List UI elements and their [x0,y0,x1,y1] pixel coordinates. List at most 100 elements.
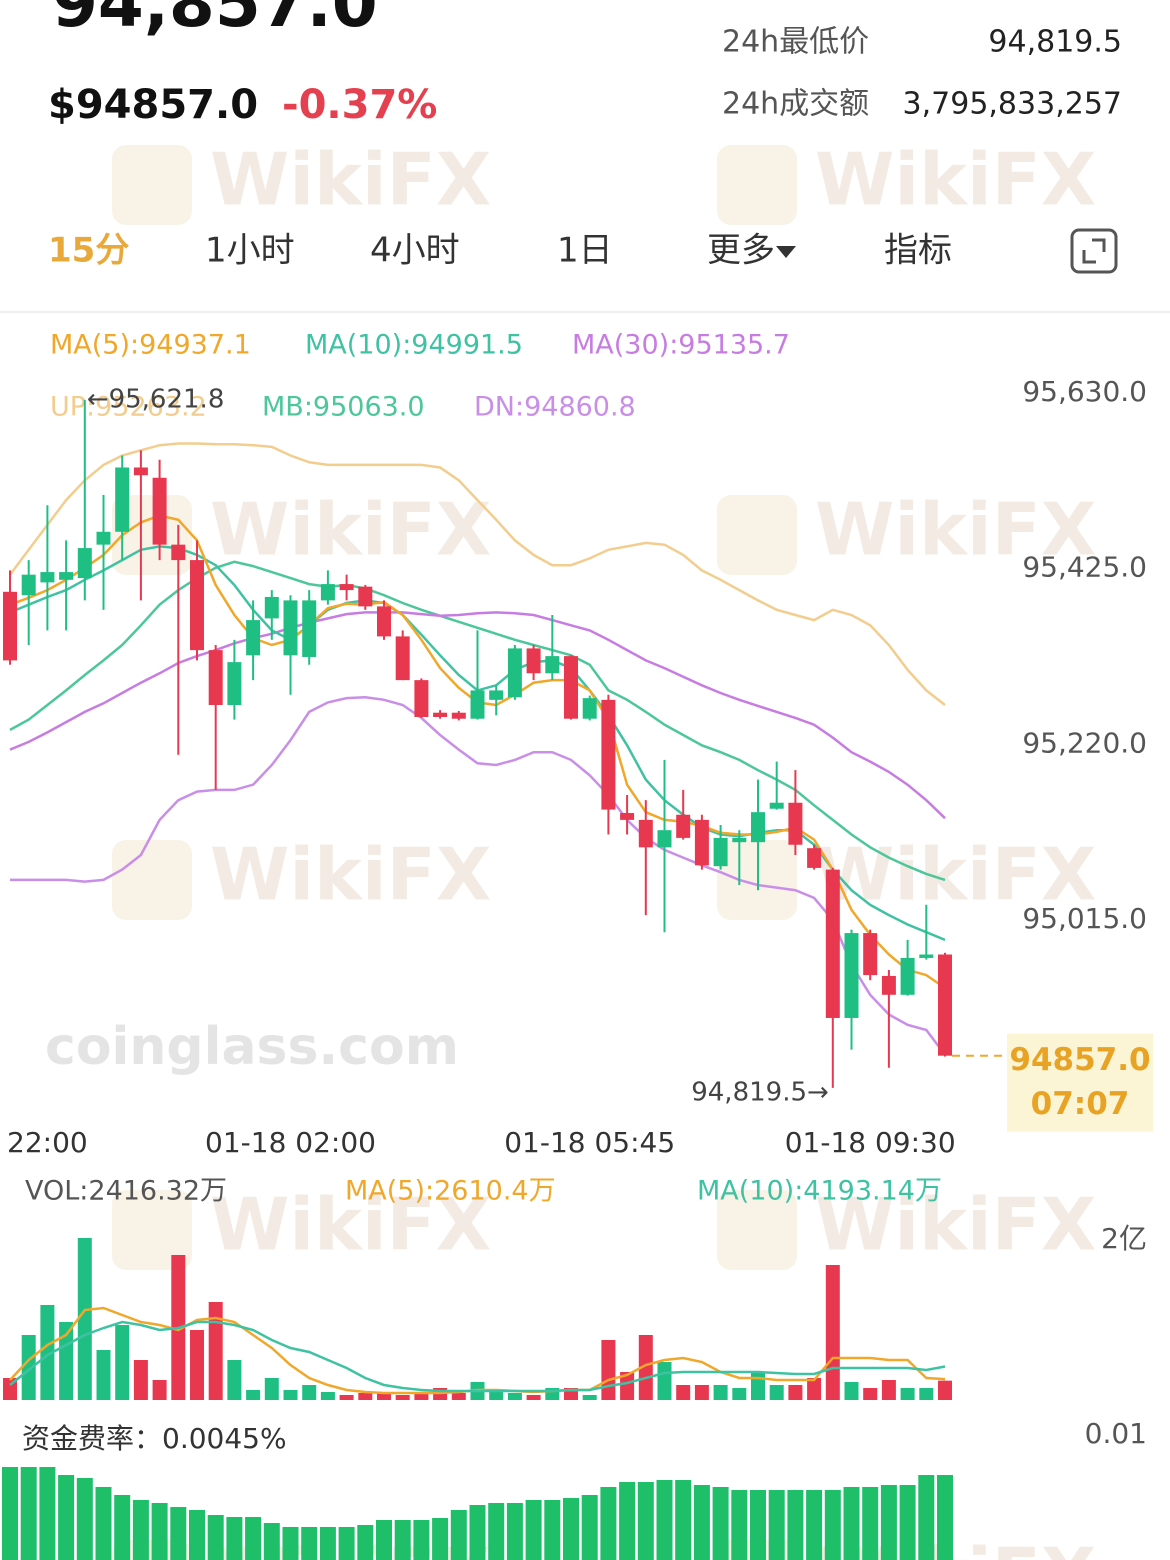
funding-bar [226,1517,243,1560]
volume-ma-line [9,1306,946,1395]
funding-bar [450,1510,467,1560]
candle-body [788,802,803,845]
volume-bar [59,1322,74,1400]
volume-bar [414,1392,429,1400]
candle-body [545,656,560,674]
legend-entry: MA(10):94991.5 [305,330,523,361]
candle-body [395,636,410,681]
plot: 95,630.0 95,425.0 95,220.0 95,015.0 MA(5):94… [2,330,1153,1560]
funding-bar [319,1527,336,1560]
dropdown-caret [776,246,796,258]
price-tag-countdown: 07:07 [1031,1086,1130,1122]
watermark: WikiFX [815,833,1096,917]
candle-body [769,802,784,809]
legend-entry: MA(5):94937.1 [50,330,251,361]
pane-title: 资金费率：0.0045% [22,1422,287,1455]
watermark-logo [112,145,192,225]
volume-bar [208,1302,223,1400]
funding-bar [394,1520,411,1560]
funding-bar [20,1467,37,1560]
candle-body [564,656,578,719]
watermark: WikiFX [210,1183,491,1267]
watermark-logo [717,495,797,575]
funding-bar [824,1490,841,1560]
funding-bar [488,1503,505,1560]
funding-bar [39,1467,56,1560]
indicator-line [10,696,946,1056]
candle-body [227,662,242,705]
candle-body [863,933,878,976]
legend-entry: MA(5):2610.4万 [345,1176,556,1207]
funding-bar [413,1520,430,1560]
stat-value: 94,819.5 [988,25,1122,60]
volume-bar [863,1388,878,1400]
candle-body [171,544,186,561]
funding-bar [95,1487,112,1560]
watermark: WikiFX [815,138,1096,222]
volume-bar [283,1390,298,1400]
fullscreen-button[interactable] [1070,228,1118,274]
funding-bar [899,1485,916,1560]
candle-body [526,648,541,674]
watermark-logo [717,1190,797,1270]
candle-body [470,690,485,719]
volume-bar [489,1392,504,1400]
candle-body [582,698,597,719]
candle-body [657,830,672,848]
candle-body [40,572,55,583]
legend-entry: MA(10):4193.14万 [697,1176,942,1207]
funding-bar [918,1475,935,1560]
volume-bar [900,1388,915,1400]
watermark: WikiFX [815,488,1096,572]
watermark-logo [112,840,192,920]
indicator-line [9,442,946,706]
tab[interactable]: 1小时 [205,231,295,271]
candle-body [152,477,167,545]
tab[interactable]: 15分 [48,231,129,271]
legend-entry: MB:95063.0 [262,392,425,423]
candle-body [900,957,915,995]
candle-body [694,819,709,866]
volume-bar [21,1335,36,1400]
funding-bar [263,1523,280,1560]
funding-bar [469,1505,486,1560]
volume-bar [320,1392,335,1400]
funding-bar [712,1487,729,1560]
tab[interactable]: 4小时 [370,231,460,271]
stat-label: 24h最低价 [722,25,869,60]
funding-bar [525,1500,542,1560]
tab[interactable]: 指标 [884,231,952,271]
candle-body [377,606,391,637]
volume-bar [133,1360,148,1400]
watermark: WikiFX [210,138,491,222]
funding-bar [432,1518,449,1560]
volume-bar [732,1388,747,1400]
candle-body [638,819,653,848]
volume-bar [246,1390,261,1400]
price-tag-value: 94857.0 [1009,1042,1150,1078]
funding-bar [544,1500,561,1560]
candle-body [489,690,504,700]
low-annotation: 94,819.5→ [691,1077,829,1107]
high-annotation: ←95,621.8 [87,384,225,414]
tab[interactable]: 更多 [707,231,775,271]
watermark-logo [717,145,797,225]
funding-bar [880,1485,897,1560]
volume-bar [264,1378,279,1400]
funding-bar [506,1503,523,1560]
watermark: WikiFX [210,488,491,572]
candle-body [133,467,148,476]
volume-bar [358,1393,373,1400]
tab[interactable]: 1日 [557,231,613,271]
volume-bar [676,1385,691,1400]
volume-bar [694,1385,709,1400]
volume-bar [881,1380,896,1400]
y-tick-label: 95,630.0 [1022,375,1147,408]
funding-bar [189,1510,205,1560]
volume-bar [302,1385,317,1400]
fullscreen-frame [1070,228,1118,274]
volume-bar [395,1395,410,1400]
funding-bar [843,1487,860,1560]
watermark: WikiFX [815,1183,1096,1267]
